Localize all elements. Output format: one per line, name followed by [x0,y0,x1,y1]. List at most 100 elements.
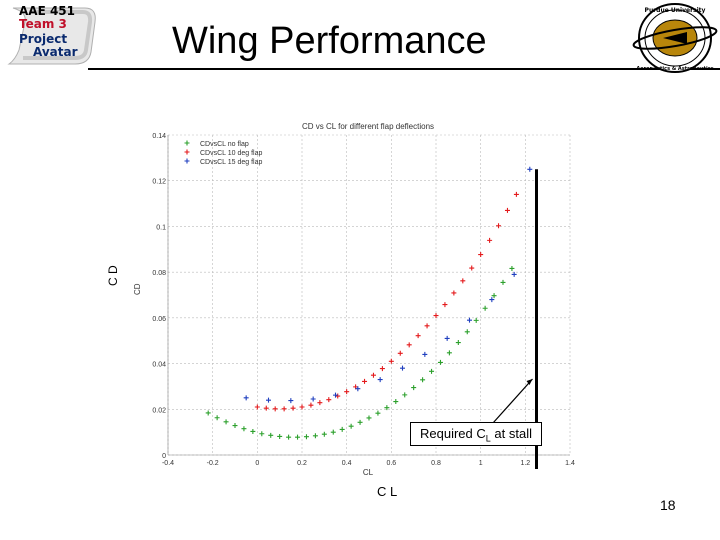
chart-ylabel: CD [133,283,142,295]
badge-line-team: Team 3 [19,17,67,31]
data-point [402,392,408,398]
data-point [339,426,345,432]
x-tick-label: 1.4 [565,460,575,467]
data-point [406,342,412,348]
data-point [272,406,278,412]
x-tick-label: 0 [255,460,259,467]
data-point [509,265,515,271]
data-point [330,429,336,435]
title-rule [88,68,720,70]
data-point [446,350,452,356]
data-point [424,323,430,329]
data-point [377,377,383,383]
data-point [444,335,450,341]
data-point [433,313,439,319]
y-tick-label: 0.14 [152,133,166,140]
data-point [277,433,283,439]
data-point [469,265,475,271]
data-point [310,396,316,402]
y-tick-label: 0.1 [156,224,166,231]
y-tick-label: 0 [162,453,166,460]
data-point [250,428,256,434]
x-tick-label: 1.2 [520,460,530,467]
data-point [473,317,479,323]
data-point [205,410,211,416]
data-point [496,223,502,229]
data-point [437,359,443,365]
data-point [388,358,394,364]
data-point [384,405,390,411]
arrow-head-icon [526,379,533,385]
data-point [482,305,488,311]
svg-text:Aeronautics & Astronautics: Aeronautics & Astronautics [636,66,713,72]
outer-x-axis-label: C L [377,484,398,499]
data-point [420,377,426,383]
x-tick-label: 0.4 [342,460,352,467]
badge-line-avatar: Avatar [33,45,78,59]
y-tick-label: 0.02 [152,407,166,414]
y-tick-label: 0.08 [152,270,166,277]
data-point [513,191,519,197]
x-tick-label: 0.8 [431,460,441,467]
data-point [442,302,448,308]
purdue-seal-logo: Purdue University Aeronautics & Astronau… [632,0,718,76]
data-point [527,166,533,172]
data-point [370,372,376,378]
data-point [286,434,292,440]
data-point [290,405,296,411]
data-point [321,431,327,437]
stall-annotation-suffix: at stall [490,426,532,441]
data-point [357,419,363,425]
page-number: 18 [660,497,676,513]
legend-marker [184,158,190,164]
outer-y-axis-label: C D [106,265,120,286]
data-point [355,386,361,392]
badge-swoosh-icon [7,7,96,65]
data-point [259,431,265,437]
badge-line-course: AAE 451 [19,4,75,18]
cd-vs-cl-chart: CD vs CL for different flap deflections … [98,115,598,490]
data-point [223,419,229,425]
team-badge: AAE 451 Team 3 Project Avatar [5,4,97,66]
data-point [335,393,341,399]
data-point [362,378,368,384]
data-point [400,365,405,371]
data-point [500,279,506,285]
data-point [344,389,350,395]
chart-svg: CD vs CL for different flap deflections … [133,122,575,477]
data-point [266,397,271,403]
data-point [243,395,249,401]
legend-marker [184,149,190,155]
data-point [489,297,495,303]
y-tick-label: 0.12 [152,179,166,186]
legend-label: CDvsCL 15 deg flap [200,159,262,166]
data-point [429,368,435,374]
data-point [504,207,510,213]
data-point [317,400,323,406]
x-tick-label: -0.2 [207,460,219,467]
data-point [397,350,403,356]
svg-text:Purdue University: Purdue University [645,7,706,14]
data-point [379,366,385,372]
data-point [422,351,428,357]
data-point [415,333,421,339]
x-tick-label: -0.4 [162,460,174,467]
data-point [491,293,497,299]
data-point [411,385,417,391]
legend-label: CDvsCL 10 deg flap [200,150,262,157]
data-point [467,317,472,323]
annotation-arrow [492,378,533,424]
slide-title: Wing Performance [172,20,487,62]
data-point [455,340,461,346]
chart-xlabel: CL [363,468,374,477]
data-point [299,404,305,410]
data-point [263,405,269,411]
data-point [451,290,457,296]
data-point [303,434,309,440]
data-point [487,237,493,243]
data-point [326,397,332,403]
data-point [348,423,354,429]
data-point [511,271,517,277]
chart-title: CD vs CL for different flap deflections [302,122,434,131]
data-point [232,423,238,429]
